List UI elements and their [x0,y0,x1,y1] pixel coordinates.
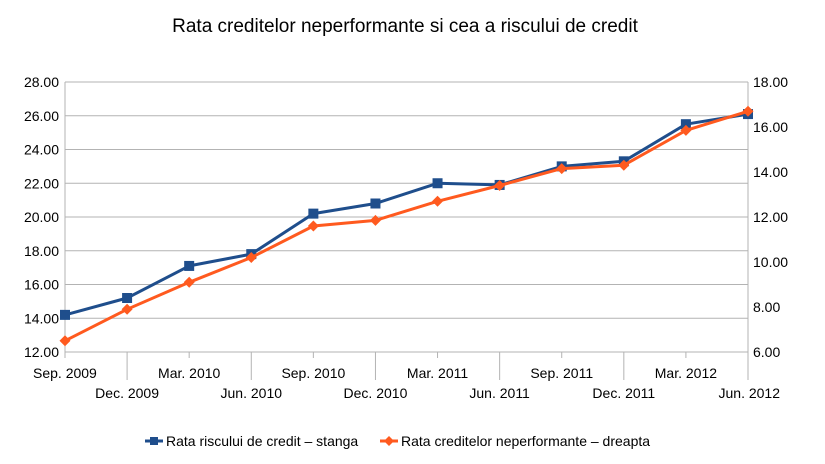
legend-label-npl: Rata creditelor neperformante – dreapta [401,433,650,449]
left-y-tick-label: 12.00 [24,344,59,360]
series-layer [59,105,754,347]
x-tick-label: Dec. 2011 [592,385,655,401]
data-point-diamond [742,105,754,117]
data-point-square [60,309,70,320]
data-point-diamond [494,180,506,191]
right-y-tick-label: 16.00 [753,119,788,135]
data-point-square [680,119,691,130]
legend-marker-square [150,437,158,445]
left-y-tick-label: 24.00 [24,142,59,158]
x-tick-label: Dec. 2010 [344,385,408,401]
data-point-diamond [680,124,692,136]
left-y-tick-label: 14.00 [24,310,59,326]
left-y-axis-tick-labels: 12.00 14.00 16.00 18.00 20.00 22.00 24.00 26.00… [24,74,59,360]
x-tick-label: Sep. 2010 [281,365,345,381]
data-point-square [370,198,381,209]
legend: Rata riscului de credit – stanga Rata cr… [145,433,650,449]
left-y-tick-label: 22.00 [24,175,59,191]
right-y-axis-tick-labels: 6.00 8.00 10.00 12.00 14.00 16.00 18.00 [753,74,788,360]
x-tick-label: Sep. 2009 [33,365,97,381]
data-point-square [122,293,133,303]
x-tick-label: Mar. 2011 [407,365,468,381]
right-y-tick-label: 6.00 [753,344,780,360]
left-y-tick-label: 18.00 [24,243,59,259]
data-point-diamond [432,195,444,207]
legend-marker-diamond [384,436,394,446]
chart-title: Rata creditelor neperformante si cea a r… [172,16,638,37]
legend-label-credit-risk: Rata riscului de credit – stanga [166,433,358,449]
x-tick-label: Jun. 2012 [719,385,781,401]
data-point-square [432,178,443,189]
axes [64,82,749,380]
left-y-tick-label: 20.00 [24,209,59,225]
x-tick-label: Mar. 2012 [655,365,717,381]
legend-item-npl: Rata creditelor neperformante – dreapta [380,433,650,449]
right-y-tick-label: 8.00 [753,299,780,315]
right-y-tick-label: 14.00 [753,164,788,180]
data-point-diamond [183,276,195,288]
data-point-square [184,260,195,271]
x-tick-label: Sep. 2011 [530,365,593,381]
series-line-1 [64,109,749,343]
data-point-diamond [369,214,381,226]
right-y-tick-label: 18.00 [753,74,788,90]
x-tick-label: Jun. 2011 [469,385,530,401]
right-y-tick-label: 10.00 [753,254,788,270]
gridlines [65,81,748,353]
data-point-diamond [307,220,319,232]
x-tick-label: Jun. 2010 [221,385,283,401]
left-y-tick-label: 26.00 [24,108,59,124]
data-point-diamond [121,303,133,315]
data-point-diamond [556,163,568,175]
left-y-tick-label: 16.00 [24,277,59,293]
x-tick-label: Dec. 2009 [95,385,159,401]
data-point-diamond [618,159,630,171]
data-point-square [308,208,319,219]
legend-item-credit-risk: Rata riscului de credit – stanga [145,433,358,449]
data-point-diamond [245,252,257,263]
left-y-tick-label: 28.00 [24,74,59,90]
series-line-0 [64,112,749,317]
right-y-tick-label: 12.00 [753,209,788,225]
x-tick-label: Mar. 2010 [158,365,220,381]
data-point-diamond [59,335,71,347]
